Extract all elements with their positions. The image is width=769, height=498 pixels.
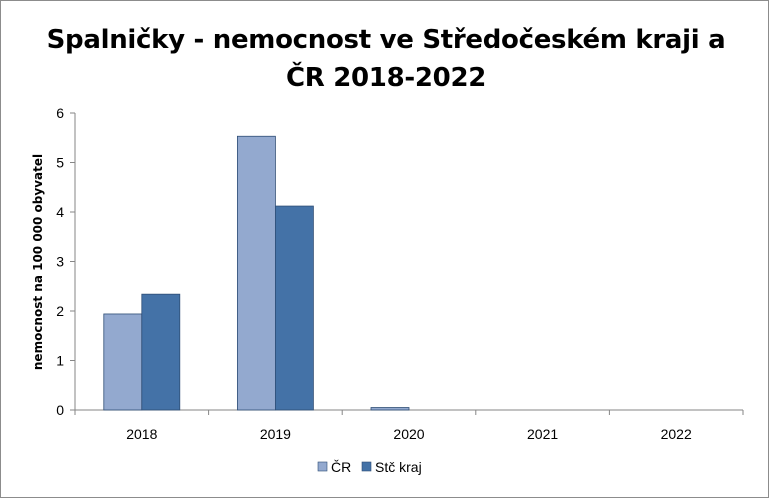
legend-label: ČR [331, 459, 351, 475]
chart-title-line-1: Spalničky - nemocnost ve Středočeském kr… [46, 25, 726, 55]
bar-čr-2020 [370, 407, 410, 411]
legend-label: Stč kraj [375, 459, 422, 475]
bar-čr-2019 [236, 135, 276, 411]
y-tick-label: 1 [56, 353, 64, 369]
y-axis-label: nemocnost na 100 000 obyvatel [31, 154, 45, 370]
y-tick-label: 0 [56, 402, 64, 418]
bars [103, 135, 410, 411]
bar-čr-2018 [103, 313, 143, 411]
bar-stč-kraj-2018 [141, 293, 181, 411]
y-axis: 0 1 2 3 4 5 6 [56, 105, 76, 418]
legend: ČR Stč kraj [317, 459, 422, 475]
x-tick-label: 2018 [126, 426, 157, 442]
chart-title: Spalničky - nemocnost ve Středočeském kr… [41, 21, 731, 97]
x-tick-label: 2020 [393, 426, 424, 442]
bar-stč-kraj-2019 [274, 205, 314, 411]
y-tick-label: 4 [56, 204, 64, 220]
x-tick-label: 2022 [661, 426, 692, 442]
x-axis: 2018 2019 2020 2021 2022 [74, 409, 744, 442]
y-tick-label: 5 [56, 155, 64, 171]
x-tick-label: 2021 [527, 426, 558, 442]
x-tick-label: 2019 [260, 426, 291, 442]
legend-swatch [317, 461, 328, 472]
legend-swatch [361, 461, 372, 472]
chart-title-line-2: ČR 2018-2022 [285, 63, 487, 93]
y-tick-label: 6 [56, 105, 64, 121]
y-tick-label: 3 [56, 254, 64, 270]
y-tick-label: 2 [56, 303, 64, 319]
